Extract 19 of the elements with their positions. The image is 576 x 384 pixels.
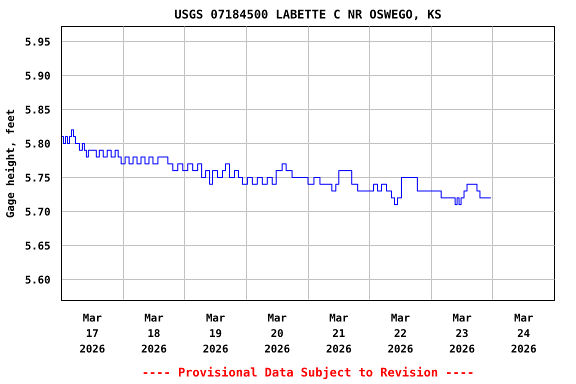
x-tick-label: Mar 18 2026 [141, 312, 167, 356]
x-tick-label: Mar 19 2026 [202, 312, 228, 356]
chart-title: USGS 07184500 LABETTE C NR OSWEGO, KS [174, 8, 442, 22]
y-tick-label: 5.85 [24, 103, 51, 116]
y-axis-title: Gage height, feet [4, 108, 17, 218]
y-tick-label: 5.65 [24, 239, 51, 252]
y-tick-label: 5.80 [24, 137, 51, 150]
y-tick-label: 5.70 [24, 205, 51, 218]
text: ---- Provisional Data Subject to Revision ---- [142, 366, 474, 380]
x-tick-label: Mar 21 2026 [326, 312, 352, 356]
y-tick-label: 5.75 [24, 171, 51, 184]
x-tick-label: Mar 24 2026 [510, 312, 537, 356]
x-tick-label: Mar 23 2026 [449, 312, 475, 356]
y-tick-label: 5.90 [24, 69, 51, 82]
y-tick-label: 5.60 [24, 273, 51, 286]
y-tick-label: 5.95 [24, 35, 51, 48]
x-tick-label: Mar 17 2026 [79, 312, 106, 356]
x-tick-label: Mar 20 2026 [264, 312, 290, 356]
x-tick-label: Mar 22 2026 [388, 312, 414, 356]
